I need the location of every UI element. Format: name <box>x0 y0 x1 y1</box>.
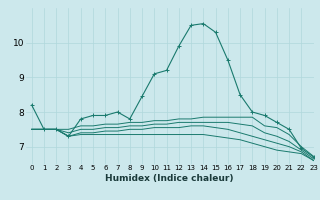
X-axis label: Humidex (Indice chaleur): Humidex (Indice chaleur) <box>105 174 234 183</box>
